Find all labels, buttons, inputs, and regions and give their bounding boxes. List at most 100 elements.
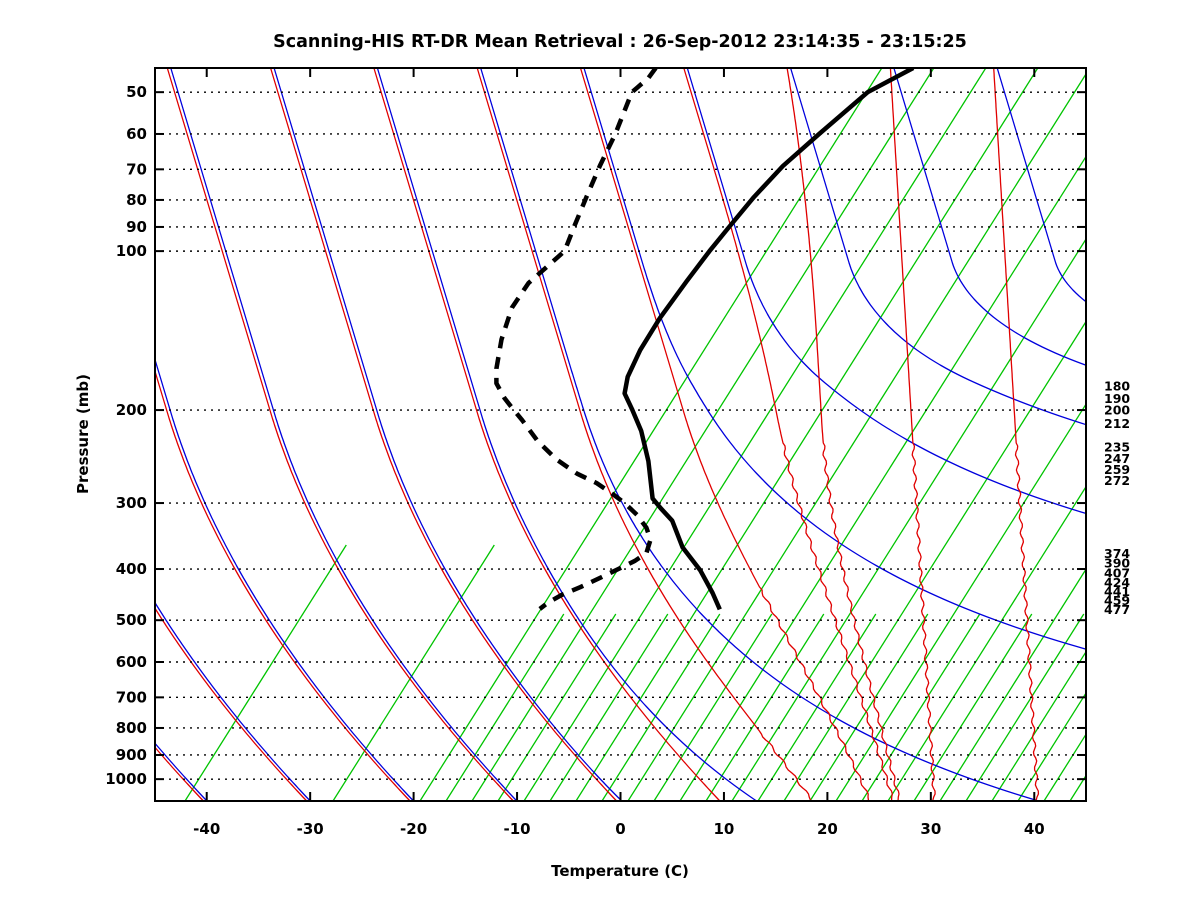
green-isotherm-line [419, 68, 883, 801]
x-tick-label: 10 [714, 820, 735, 838]
green-isotherm-line [1017, 691, 1086, 801]
pressure-level-annotation: 390 [1104, 556, 1130, 571]
red-adiabat-line [579, 68, 870, 801]
red-adiabat-line [889, 68, 936, 801]
y-tick-label: 1000 [105, 770, 147, 788]
blue-adiabat-line [789, 68, 1086, 426]
background-adiabat-isotherm-grid [155, 68, 1127, 801]
y-axis-label: Pressure (mb) [74, 374, 92, 494]
blue-adiabat-line [1101, 68, 1127, 155]
x-axis-label: Temperature (C) [551, 862, 689, 880]
blue-adiabat-line [155, 742, 208, 801]
blue-adiabat-line [480, 68, 1042, 801]
red-adiabat-line [993, 68, 1040, 801]
x-tick-label: -40 [193, 820, 220, 838]
pressure-level-annotation: 190 [1104, 391, 1130, 406]
dewpoint-profile-curve [494, 68, 658, 611]
y-tick-label: 900 [116, 746, 147, 764]
blue-adiabat-line [273, 68, 623, 801]
x-tick-label: -20 [400, 820, 427, 838]
green-isotherm-line [1069, 774, 1086, 801]
red-adiabat-line [786, 68, 900, 801]
chart-title: Scanning-HIS RT-DR Mean Retrieval : 26-S… [273, 32, 967, 52]
pressure-level-annotation: 441 [1104, 584, 1130, 599]
pressure-level-annotation: 477 [1104, 602, 1130, 617]
green-isotherm-line [991, 650, 1086, 801]
green-isotherm-line [601, 613, 721, 801]
green-isotherm-line [445, 613, 565, 801]
green-isotherm-line [471, 68, 935, 801]
blue-adiabat-line [376, 68, 758, 801]
blue-adiabat-line [996, 68, 1086, 303]
green-isotherm-line [965, 613, 1085, 801]
blue-adiabat-line [893, 68, 1086, 366]
x-tick-label: -30 [297, 820, 324, 838]
green-isotherm-line [783, 320, 1086, 801]
pressure-level-annotation: 259 [1104, 462, 1130, 477]
pressure-level-annotation: 374 [1104, 546, 1130, 561]
axis-tick-labels: -40 -30 -20 -10 0 10 20 30 40 50 60 70 80 90 100 200 300… [105, 83, 1044, 838]
green-isotherm-line [332, 544, 495, 801]
x-tick-label: 0 [615, 820, 625, 838]
green-isotherm-line [575, 68, 1039, 801]
red-adiabat-line [166, 68, 515, 801]
y-tick-label: 100 [116, 242, 147, 260]
green-isotherm-line [184, 544, 347, 801]
pressure-level-annotation: 212 [1104, 416, 1130, 431]
green-isotherm-line [861, 613, 981, 801]
pressure-level-annotation: 424 [1104, 575, 1130, 590]
green-isotherm-line [497, 613, 617, 801]
y-tick-label: 400 [116, 560, 147, 578]
red-adiabat-line [155, 607, 308, 801]
pressure-level-annotation: 459 [1104, 593, 1130, 608]
y-tick-label: 500 [116, 611, 147, 629]
pressure-level-annotation: 272 [1104, 473, 1130, 488]
y-tick-label: 90 [126, 218, 147, 236]
plot-border [154, 67, 1087, 802]
blue-adiabat-line [583, 68, 1086, 650]
green-isotherm-line [679, 155, 1086, 801]
isobar-gridlines [155, 91, 1086, 780]
y-tick-label: 600 [116, 653, 147, 671]
pressure-level-annotation: 200 [1104, 403, 1130, 418]
y-tick-label: 200 [116, 401, 147, 419]
y-tick-label: 700 [116, 688, 147, 706]
red-adiabat-line [476, 68, 813, 801]
blue-adiabat-line [155, 601, 312, 801]
green-isotherm-line [887, 485, 1086, 801]
x-tick-label: 40 [1024, 820, 1045, 838]
green-isotherm-line [653, 613, 773, 801]
y-tick-label: 60 [126, 125, 147, 143]
blue-adiabat-line [155, 357, 415, 801]
temperature-profile-curve [622, 68, 915, 611]
x-tick-label: -10 [504, 820, 531, 838]
axes-frame [154, 67, 1087, 802]
green-isotherm-line [523, 68, 987, 801]
pressure-level-annotation: 247 [1104, 451, 1130, 466]
red-adiabat-line [269, 68, 618, 801]
green-isotherm-line [731, 237, 1086, 801]
red-adiabat-line [683, 68, 893, 801]
green-isotherm-line [705, 613, 825, 801]
green-isotherm-line [939, 568, 1086, 801]
y-tick-label: 80 [126, 191, 147, 209]
pressure-level-annotation: 235 [1104, 440, 1130, 455]
blue-adiabat-line [686, 68, 1086, 515]
pressure-level-annotation: 407 [1104, 565, 1130, 580]
green-isotherm-line [913, 613, 1033, 801]
right-pressure-level-labels: 1801902002122352472592723743904074244414… [1104, 378, 1130, 616]
x-tick-label: 20 [817, 820, 838, 838]
red-adiabat-line [155, 369, 411, 801]
green-isotherm-line [627, 72, 1086, 801]
pressure-level-annotation: 180 [1104, 378, 1130, 393]
blue-adiabat-line [170, 68, 518, 801]
y-tick-label: 800 [116, 719, 147, 737]
retrieval-profiles [494, 68, 915, 611]
y-tick-label: 50 [126, 83, 147, 101]
green-isotherm-line [809, 613, 929, 801]
y-tick-label: 70 [126, 160, 147, 178]
y-tick-label: 300 [116, 494, 147, 512]
green-isotherm-line [549, 613, 669, 801]
